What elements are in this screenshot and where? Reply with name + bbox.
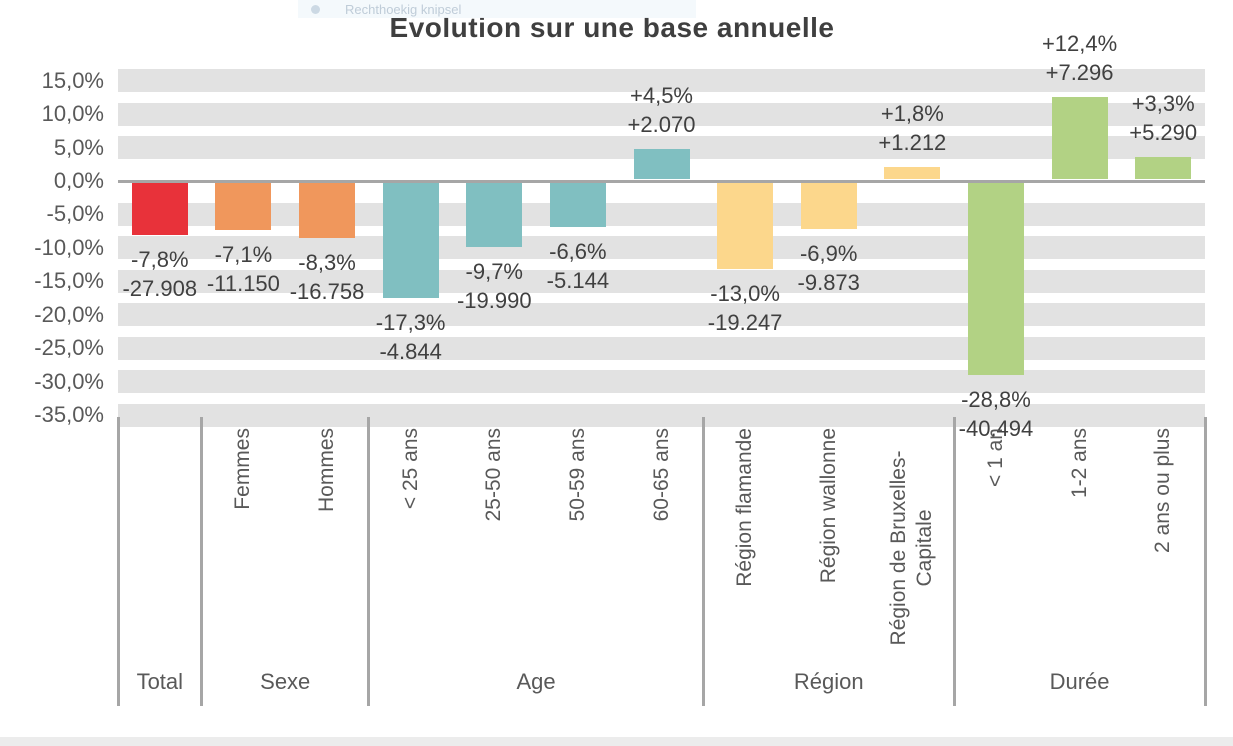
bar-moins-1-an [967, 182, 1024, 376]
bar-value-label-60-65-ans: +4,5% +2.070 [627, 83, 696, 138]
bar-region-flamande [717, 182, 774, 270]
y-axis-tick: -25,0% [34, 335, 104, 361]
bar-value-label-25-50-ans: -9,7% -19.990 [456, 259, 532, 314]
bar-value-label-2-ans-ou-plus: +3,3% +5.290 [1129, 91, 1198, 146]
bar-femmes [215, 182, 272, 230]
axis-group-label-durée: Durée [1049, 669, 1110, 694]
bar-2-ans-ou-plus [1135, 157, 1192, 180]
y-axis-tick: -15,0% [34, 268, 104, 294]
category-label-2-ans-ou-plus: 2 ans ou plus [1151, 428, 1175, 553]
category-separator [200, 417, 204, 706]
bar-hommes [299, 182, 356, 238]
y-axis-tick: -20,0% [34, 301, 104, 327]
axis-group-label-age: Age [516, 669, 556, 694]
category-label-60-65-ans: 60-65 ans [649, 428, 673, 522]
axis-group-label-région: Région [793, 669, 864, 694]
bar-value-label-moins-1-an: -28,8% -40.494 [958, 387, 1034, 442]
category-separator [952, 417, 956, 706]
grid-band [118, 202, 1205, 226]
y-axis-tick: -35,0% [34, 402, 104, 427]
y-axis-tick: 15,0% [41, 67, 104, 93]
snip-menu-item-rectangular[interactable]: Rechthoekig knipsel [298, 0, 696, 18]
category-separator [367, 417, 371, 706]
axis-group-label-total: Total [136, 669, 184, 694]
category-separator [116, 417, 120, 706]
bar-value-label-moins-25-ans: -17,3% -4.844 [375, 310, 446, 365]
grid-band [118, 303, 1205, 327]
grid-band [118, 102, 1205, 126]
y-axis-tick: 10,0% [41, 101, 104, 127]
axis-group-label-sexe: Sexe [260, 669, 311, 694]
grid-band [118, 336, 1205, 360]
bar-value-label-total: -7,8% -27.908 [122, 246, 198, 301]
category-label-50-59-ans: 50-59 ans [565, 428, 589, 522]
grid-band [118, 403, 1205, 427]
category-separator [701, 417, 705, 706]
grid-band [118, 370, 1205, 394]
y-axis-tick: 0,0% [53, 168, 104, 193]
bar-value-label-hommes: -8,3% -16.758 [289, 249, 365, 304]
bar-value-label-region-flamande: -13,0% -19.247 [707, 281, 783, 336]
bar-value-label-femmes: -7,1% -11.150 [206, 241, 280, 296]
category-label-moins-1-an: < 1 an [983, 428, 1007, 487]
bar-region-bruxelles-capitale [884, 167, 941, 180]
y-axis-tick: 5,0% [53, 134, 104, 160]
bar-60-65-ans [633, 149, 690, 180]
category-label-25-50-ans: 25-50 ans [482, 428, 506, 522]
bar-region-wallonne [800, 182, 857, 229]
y-axis-tick: -5,0% [46, 201, 104, 227]
bar-25-50-ans [466, 182, 523, 248]
bar-value-label-1-2-ans: +12,4% +7.296 [1041, 30, 1118, 85]
bar-total [131, 182, 188, 235]
y-axis-tick: -10,0% [34, 234, 104, 260]
snip-menu-item-label: Rechthoekig knipsel [345, 1, 462, 17]
category-label-moins-25-ans: < 25 ans [398, 428, 422, 510]
category-label-region-bruxelles-capitale: Région de Bruxelles-Capitale [887, 450, 937, 646]
grid-band [118, 136, 1205, 160]
bar-moins-25-ans [382, 182, 439, 299]
bar-value-label-region-bruxelles-capitale: +1,8% +1.212 [878, 101, 947, 156]
bottom-strip [0, 737, 1233, 746]
category-label-region-wallonne: Région wallonne [816, 428, 840, 584]
bar-1-2-ans [1051, 96, 1108, 180]
grid-band [118, 69, 1205, 93]
zero-axis-line [118, 179, 1205, 183]
category-label-region-flamande: Région flamande [733, 428, 757, 587]
category-label-femmes: Femmes [231, 428, 255, 510]
category-separator [1203, 417, 1207, 706]
bar-50-59-ans [549, 182, 606, 227]
bar-value-label-region-wallonne: -6,9% -9.873 [797, 240, 860, 295]
category-label-1-2-ans: 1-2 ans [1067, 428, 1091, 499]
bar-value-label-50-59-ans: -6,6% -5.144 [546, 238, 610, 293]
y-axis-tick: -30,0% [34, 368, 104, 394]
radio-bullet-icon [311, 4, 320, 14]
category-label-hommes: Hommes [315, 428, 339, 513]
